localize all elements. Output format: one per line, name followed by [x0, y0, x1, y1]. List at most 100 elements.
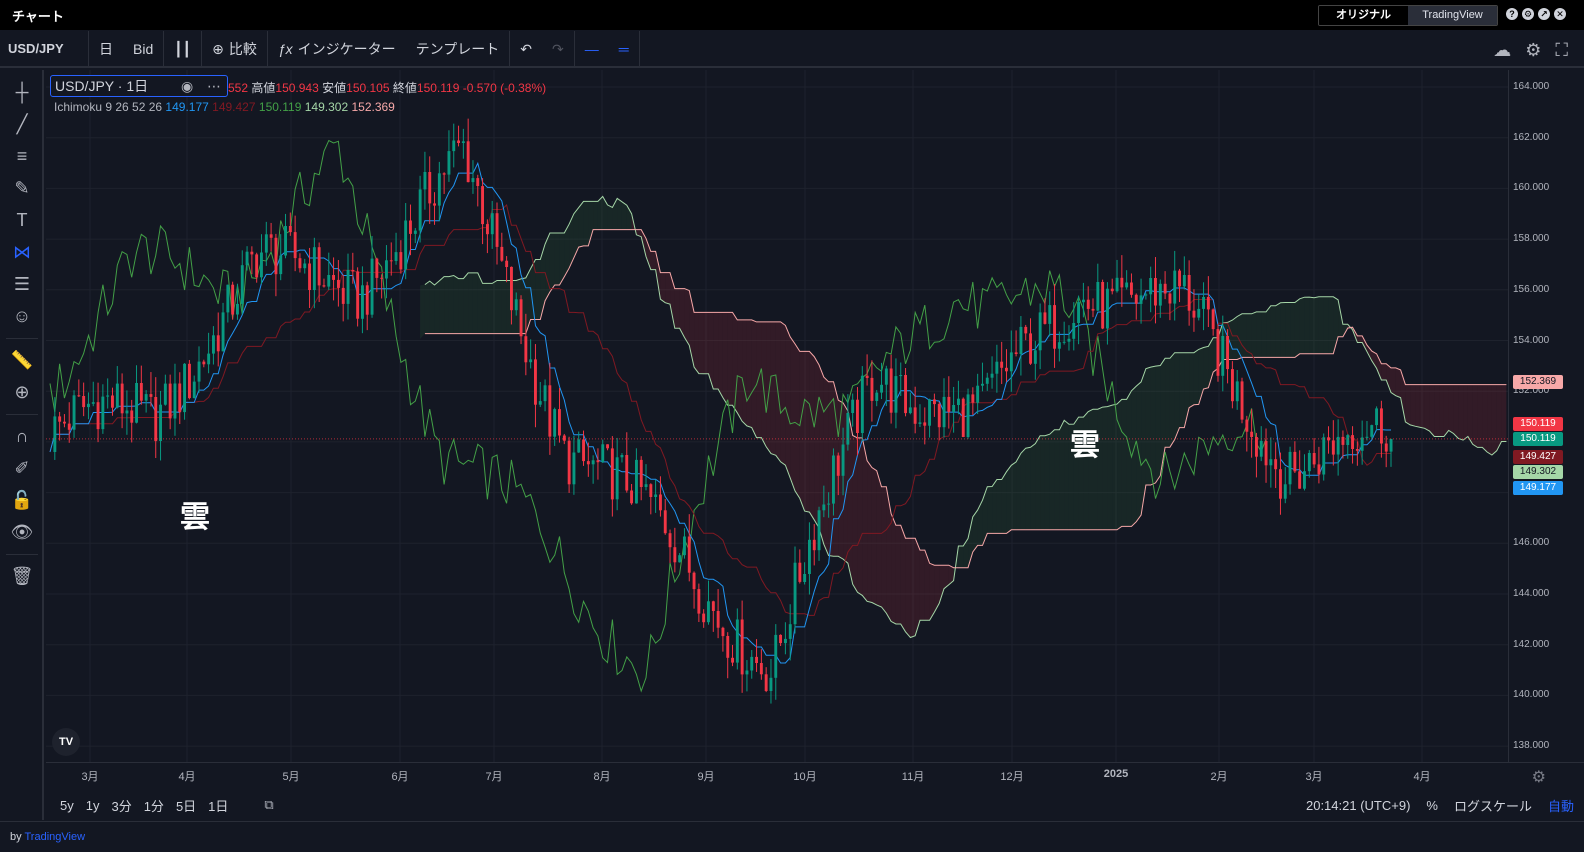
eye-icon[interactable]: ◉	[181, 78, 194, 94]
candle-body	[860, 375, 864, 433]
interval-button[interactable]: 日	[99, 41, 113, 57]
candle-body	[726, 636, 730, 658]
goto-date-icon[interactable]: ⧉	[264, 797, 274, 812]
price-tick-label: 160.000	[1513, 182, 1550, 194]
kumo-segment	[1097, 407, 1103, 530]
candle-body	[1101, 282, 1105, 329]
candle-body	[1029, 333, 1032, 364]
eye-icon[interactable]: 👁	[10, 522, 34, 542]
candle-body	[1154, 278, 1157, 306]
auto-scale-toggle[interactable]: 自動	[1547, 798, 1574, 814]
kumo-segment	[559, 233, 565, 286]
range-1y[interactable]: 1y	[85, 797, 100, 813]
crosshair-icon[interactable]: ┼	[15, 82, 29, 102]
candle-body	[188, 363, 191, 399]
range-5d[interactable]: 5日	[175, 798, 197, 814]
compare-button[interactable]: ⊕ 比較	[202, 31, 267, 67]
range-1m[interactable]: 1分	[143, 798, 164, 814]
price-type-button[interactable]: Bid	[133, 41, 154, 57]
magnet-icon[interactable]: ∩	[15, 426, 29, 446]
candle-body	[341, 287, 345, 304]
time-tick-label: 9月	[697, 771, 715, 783]
fullscreen-icon[interactable]: ⛶	[1555, 39, 1568, 60]
legend-symbol[interactable]: USD/JPY · 1日 ◉ ⋯	[50, 75, 228, 97]
range-5y[interactable]: 5y	[60, 797, 74, 813]
candle-body	[197, 361, 201, 382]
ruler-icon[interactable]: 📏	[10, 350, 34, 370]
kumo-segment	[1064, 420, 1069, 530]
more-icon[interactable]: ⋯	[207, 78, 221, 94]
candle-body	[163, 383, 167, 405]
top-toolbar: USD/JPY 日 Bid ┃┃ ⊕ 比較 ƒx インジケーター テンプレート ↶ …	[0, 31, 1584, 68]
price-badge: 149.427	[1513, 450, 1563, 464]
candle-body	[678, 555, 682, 563]
kumo-segment	[1160, 358, 1166, 476]
fib-lines-icon[interactable]: ≡	[16, 146, 28, 166]
candle-body	[784, 638, 787, 644]
brush-icon[interactable]: ✎	[14, 178, 30, 198]
timescale-settings-icon[interactable]: ⚙	[1531, 769, 1546, 786]
expand-icon[interactable]: ↗	[1538, 8, 1550, 20]
time-tick-label: 4月	[178, 771, 196, 783]
lock-drawing-icon[interactable]: ✐	[14, 458, 30, 478]
kumo-segment	[1049, 429, 1055, 530]
time-tick-label: 6月	[391, 771, 409, 783]
emoji-icon[interactable]: ☺	[12, 306, 32, 326]
candle-body	[1293, 451, 1297, 472]
close-icon[interactable]: ✕	[1554, 8, 1566, 20]
kumo-segment	[1184, 352, 1190, 428]
kumo-segment	[525, 268, 531, 334]
redo-button[interactable]: ↷	[542, 31, 574, 67]
cloud-icon[interactable]: ☁	[1493, 39, 1512, 60]
clock-time[interactable]: 20:14:21 (UTC+9)	[1305, 797, 1411, 813]
symbol-search-button[interactable]: USD/JPY	[8, 41, 64, 56]
time-scale[interactable]: ⚙ 3月 4月 5月 6月 7月 8月 9月 10月 11月 12月 2025 2月 3月 4月	[46, 762, 1584, 788]
kumo-segment	[1145, 367, 1151, 485]
mode-tradingview-button[interactable]: TradingView	[1408, 6, 1497, 25]
candle-body	[433, 203, 436, 206]
undo-button[interactable]: ↶	[510, 31, 542, 67]
candle-body	[673, 547, 677, 563]
trendline-icon[interactable]: ╱	[16, 114, 28, 134]
forecast-icon[interactable]: ☰	[13, 274, 31, 294]
candle-body	[812, 539, 816, 551]
candle-body	[1053, 305, 1056, 349]
footer-brand-link[interactable]: TradingView	[24, 831, 86, 843]
candle-body	[817, 510, 821, 551]
kumo-segment	[1121, 399, 1127, 527]
help-icon[interactable]: ?	[1506, 8, 1518, 20]
text-icon[interactable]: T	[16, 210, 28, 230]
kumo-segment	[703, 312, 709, 374]
mode-switch[interactable]: オリジナル TradingView	[1318, 5, 1498, 26]
double-line-button[interactable]: ═	[609, 31, 639, 67]
settings-small-icon[interactable]: ⚙	[1522, 8, 1534, 20]
kumo-segment	[1491, 384, 1497, 455]
percent-toggle[interactable]: %	[1426, 797, 1438, 813]
horizontal-line-button[interactable]: —	[575, 31, 609, 67]
trash-icon[interactable]: 🗑	[10, 566, 34, 586]
pattern-icon[interactable]: ⋈	[13, 242, 31, 262]
candle-body	[264, 234, 268, 253]
kumo-segment	[1453, 384, 1459, 439]
candles-style-button[interactable]: ┃┃	[164, 31, 201, 67]
kumo-segment	[1078, 417, 1084, 530]
divider	[509, 31, 511, 67]
templates-button[interactable]: テンプレート	[415, 41, 500, 57]
gear-icon[interactable]: ⚙	[1525, 39, 1542, 60]
mode-original-button[interactable]: オリジナル	[1319, 6, 1408, 25]
candle-body	[639, 459, 643, 487]
range-3m[interactable]: 3分	[111, 798, 132, 814]
indicators-button[interactable]: ƒx インジケーター	[268, 31, 406, 67]
candle-body	[1158, 283, 1162, 306]
chart-canvas[interactable]	[46, 70, 1508, 762]
range-1d[interactable]: 1日	[208, 798, 229, 814]
price-scale[interactable]: 164.000 162.000 160.000 158.000 156.000 154.0…	[1508, 70, 1584, 762]
ichimoku-legend[interactable]: Ichimoku 9 26 52 26 149.177 149.427 150.…	[54, 100, 395, 114]
log-scale-toggle[interactable]: ログスケール	[1453, 798, 1532, 814]
zoom-icon[interactable]: ⊕	[14, 382, 30, 402]
candle-body	[904, 375, 907, 414]
lock-icon[interactable]: 🔓	[10, 490, 34, 510]
candle-body	[486, 224, 489, 235]
kumo-segment	[1088, 409, 1093, 530]
kumo-segment	[1472, 384, 1478, 448]
